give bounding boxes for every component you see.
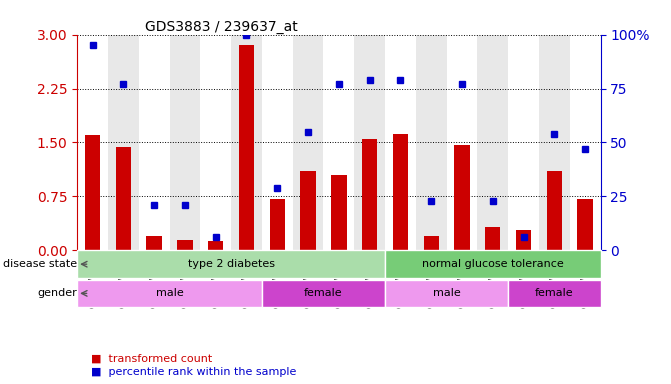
- Bar: [293, 35, 323, 250]
- Bar: [170, 35, 201, 250]
- Bar: [231, 35, 262, 250]
- Text: ■  percentile rank within the sample: ■ percentile rank within the sample: [91, 367, 296, 377]
- Bar: [301, 171, 316, 250]
- Bar: [385, 35, 416, 250]
- Text: disease state: disease state: [3, 259, 77, 269]
- Text: normal glucose tolerance: normal glucose tolerance: [422, 259, 564, 269]
- Bar: [547, 171, 562, 250]
- Bar: [323, 35, 354, 250]
- Text: female: female: [535, 288, 574, 298]
- Bar: [354, 35, 385, 250]
- Bar: [485, 227, 501, 250]
- Text: male: male: [156, 288, 183, 298]
- Bar: [385, 280, 508, 307]
- Bar: [77, 35, 108, 250]
- Bar: [516, 230, 531, 250]
- Bar: [115, 147, 131, 250]
- Text: female: female: [304, 288, 343, 298]
- Bar: [177, 240, 193, 250]
- Bar: [77, 280, 262, 307]
- Bar: [139, 35, 170, 250]
- Bar: [201, 35, 231, 250]
- Bar: [454, 145, 470, 250]
- Bar: [362, 139, 377, 250]
- Bar: [85, 135, 100, 250]
- Bar: [477, 35, 508, 250]
- Bar: [578, 199, 593, 250]
- Bar: [108, 35, 139, 250]
- Text: GDS3883 / 239637_at: GDS3883 / 239637_at: [145, 20, 298, 33]
- Bar: [262, 35, 293, 250]
- Bar: [508, 280, 601, 307]
- Bar: [208, 241, 223, 250]
- Bar: [393, 134, 408, 250]
- Bar: [385, 250, 601, 278]
- Bar: [416, 35, 447, 250]
- Text: ■  transformed count: ■ transformed count: [91, 354, 212, 364]
- Bar: [77, 250, 385, 278]
- Text: type 2 diabetes: type 2 diabetes: [188, 259, 274, 269]
- Text: gender: gender: [38, 288, 77, 298]
- Bar: [570, 35, 601, 250]
- Bar: [508, 35, 539, 250]
- Bar: [146, 236, 162, 250]
- Bar: [331, 175, 346, 250]
- Bar: [539, 35, 570, 250]
- Text: male: male: [433, 288, 460, 298]
- Bar: [262, 280, 385, 307]
- Bar: [270, 199, 285, 250]
- Bar: [239, 45, 254, 250]
- Bar: [447, 35, 477, 250]
- Bar: [423, 236, 439, 250]
